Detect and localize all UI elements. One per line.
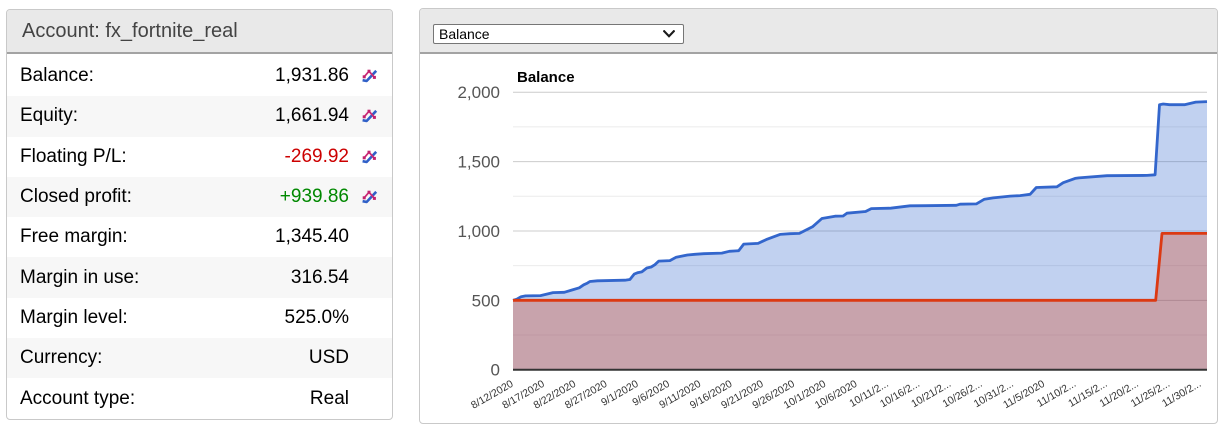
account-row-label: Floating P/L: [20,145,127,167]
balance-area-chart: 05001,0001,5002,0008/12/20208/17/20208/2… [457,69,1208,412]
account-row: Margin level: 525.0% [7,298,392,338]
deposits-series-line [513,232,1207,302]
account-row-label: Margin in use: [20,266,140,288]
balance-chart-panel: Balance 0 500 1,000 1,500 2,000 8/12/2020 8/17… [419,8,1218,424]
account-row: Account type: Real [7,378,392,418]
row-chart-icon-button[interactable] [361,188,379,206]
account-row: Margin in use: 316.54 [7,257,392,298]
y-axis-label: 0 [491,361,500,380]
account-row-label: Closed profit: [20,186,132,208]
account-row-value: 1,931.86 [275,65,349,87]
balance-series-area [513,101,1207,370]
y-axis-label: 1,000 [457,222,500,241]
account-row-value: USD [308,347,349,369]
account-row: Closed profit: +939.86 [7,176,392,218]
account-row: Currency: USD [7,338,392,379]
account-row-value: -269.92 [284,145,349,167]
account-row: Balance: 1,931.86 [7,56,392,96]
row-chart-icon-button[interactable] [361,67,379,85]
account-row-value: 1,345.40 [275,226,349,248]
account-row-label: Account type: [20,387,136,409]
account-row-value: 525.0% [284,306,349,328]
account-row-value: +939.86 [279,186,349,208]
account-row-label: Margin level: [20,306,128,328]
sparkline-chart-icon [362,69,378,83]
account-row: Floating P/L: -269.92 [7,137,392,177]
account-row: Free margin: 1,345.40 [7,217,392,257]
account-row-label: Currency: [20,347,103,369]
sparkline-chart-icon [362,190,378,204]
account-row-value: Real [309,387,349,409]
account-row-label: Free margin: [20,226,128,248]
account-row-label: Equity: [20,105,79,127]
account-row-label: Balance: [20,65,94,87]
account-row-value: 316.54 [290,266,349,288]
row-chart-icon-button[interactable] [361,148,379,166]
sparkline-chart-icon [362,110,378,123]
y-axis-label: 2,000 [457,83,500,102]
account-row: Equity: 1,661.94 [7,96,392,137]
balance-series-line [512,100,1208,302]
y-axis-label: 1,500 [457,153,500,172]
y-axis-label: 500 [472,291,500,310]
metric-select[interactable]: Balance [433,24,684,44]
row-chart-icon-button[interactable] [361,107,379,125]
account-summary-panel: Account: fx_fortnite_real Balance: 1,931.… [6,9,393,420]
sparkline-chart-icon [362,150,378,164]
account-row-value: 1,661.94 [275,105,349,127]
chart-panel-header: Balance [420,9,1217,54]
chart-title: Balance [517,69,575,86]
account-rows: Balance: 1,931.86 Equity: 1,661.94 Floating … [7,56,392,419]
account-panel-title: Account: fx_fortnite_real [7,10,392,54]
